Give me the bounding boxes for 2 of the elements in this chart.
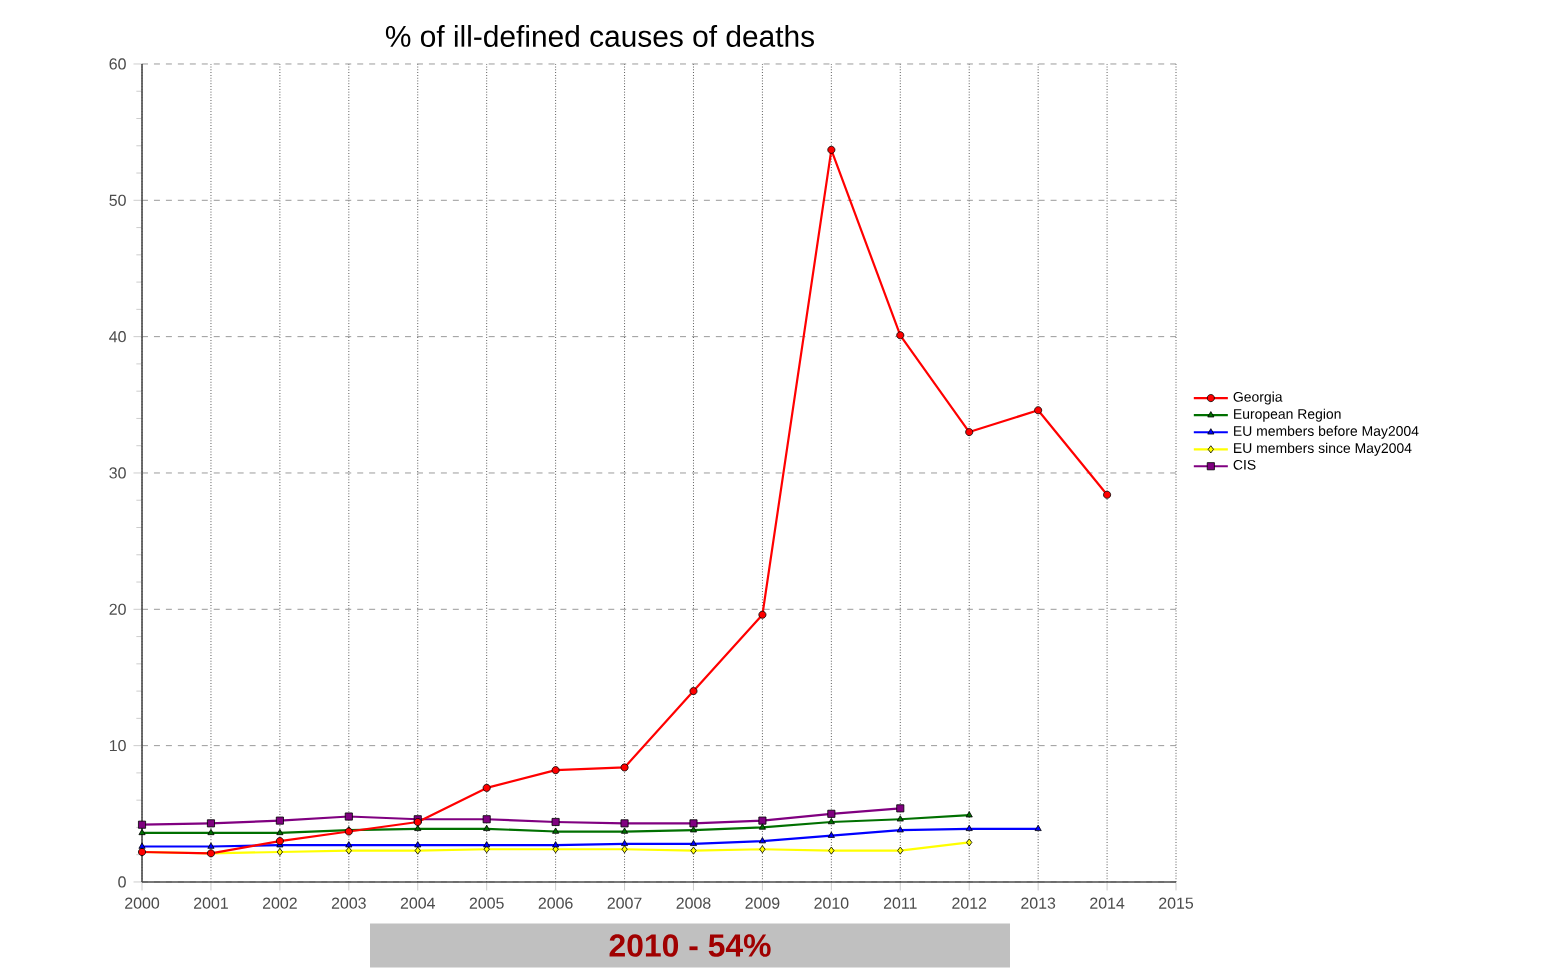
text: 2010 - 54% [609, 934, 771, 957]
chart-title: % of ill-defined causes of deaths [385, 25, 814, 47]
